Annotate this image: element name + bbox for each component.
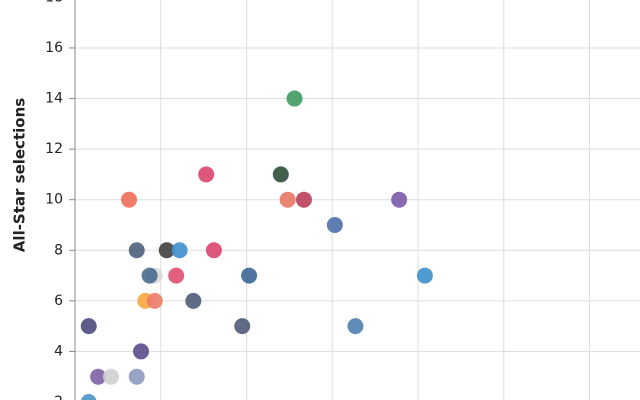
y-tick-label: 18 xyxy=(45,0,63,5)
point xyxy=(416,267,433,284)
point xyxy=(347,318,364,335)
y-tick-label: 2 xyxy=(54,394,63,400)
point xyxy=(80,318,97,335)
y-axis-title: All-Star selections xyxy=(11,98,29,252)
point xyxy=(80,394,97,400)
y-tick-label: 16 xyxy=(45,40,63,56)
y-tick-label: 4 xyxy=(54,343,63,359)
point xyxy=(158,242,175,259)
point xyxy=(133,343,150,360)
point xyxy=(391,191,408,208)
point xyxy=(185,292,202,309)
point xyxy=(205,242,222,259)
point xyxy=(146,292,163,309)
y-tick-label: 8 xyxy=(54,242,63,258)
point xyxy=(198,166,215,183)
point xyxy=(295,191,312,208)
point xyxy=(272,166,289,183)
y-tick-label: 6 xyxy=(54,293,63,309)
point xyxy=(128,242,145,259)
point xyxy=(90,368,107,385)
point xyxy=(128,368,145,385)
point xyxy=(286,90,303,107)
y-tick-label: 10 xyxy=(45,192,63,208)
y-tick-label: 14 xyxy=(45,91,63,107)
point xyxy=(326,216,343,233)
point xyxy=(141,267,158,284)
point xyxy=(121,191,138,208)
point xyxy=(171,242,188,259)
point xyxy=(168,267,185,284)
y-tick-label: 12 xyxy=(45,141,63,157)
point xyxy=(103,368,120,385)
point xyxy=(234,318,251,335)
point xyxy=(279,191,296,208)
point xyxy=(241,267,258,284)
